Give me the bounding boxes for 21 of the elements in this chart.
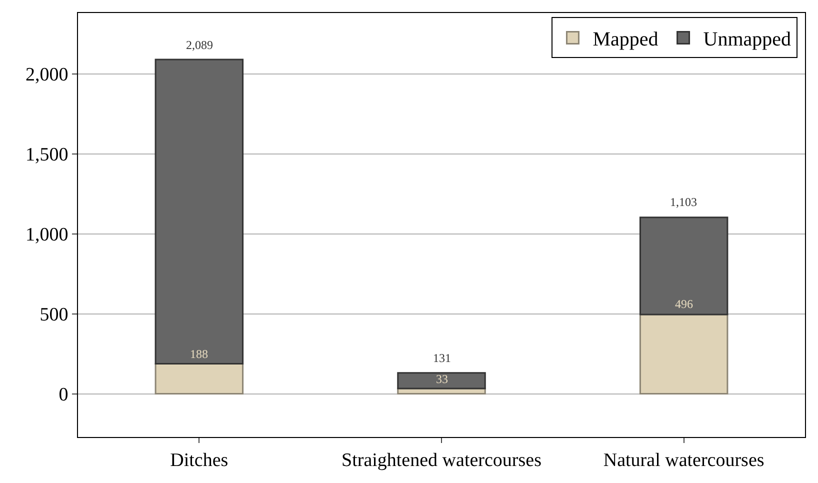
bar bbox=[154, 362, 244, 395]
x-tick-label: Natural watercourses bbox=[603, 450, 764, 471]
bar bbox=[397, 372, 486, 390]
data-label: 188 bbox=[190, 347, 208, 361]
data-label: 496 bbox=[675, 297, 693, 311]
bar bbox=[639, 314, 728, 395]
y-tick-label: 1,000 bbox=[25, 224, 68, 246]
bar bbox=[154, 58, 244, 364]
x-tick-label: Straightened watercourses bbox=[342, 450, 542, 471]
y-tick-label: 2,000 bbox=[25, 64, 68, 86]
x-tick-label: Ditches bbox=[170, 450, 228, 471]
y-tick-label: 0 bbox=[58, 384, 68, 406]
legend-label: Unmapped bbox=[703, 28, 792, 51]
data-label: 33 bbox=[436, 372, 448, 386]
y-tick-label: 1,500 bbox=[25, 144, 68, 166]
total-label: 131 bbox=[433, 351, 451, 365]
total-label: 1,103 bbox=[670, 195, 697, 209]
y-tick-label: 500 bbox=[40, 304, 68, 326]
legend-label: Mapped bbox=[592, 28, 658, 51]
bar bbox=[639, 216, 728, 316]
total-label: 2,089 bbox=[186, 38, 213, 52]
